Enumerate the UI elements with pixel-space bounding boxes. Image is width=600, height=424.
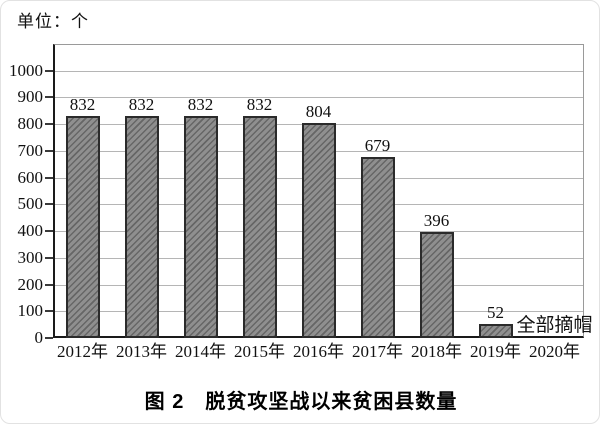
x-tick-label-2016年: 2016年 (293, 342, 344, 361)
x-tick-label-2015年: 2015年 (234, 342, 285, 361)
y-tick-label-100: 100 (17, 301, 44, 321)
bar-2013年 (124, 115, 159, 338)
y-tick-label-300: 300 (17, 247, 44, 267)
y-tick-label-900: 900 (17, 87, 44, 107)
y-tick-label-800: 800 (17, 114, 44, 134)
y-tick-label-700: 700 (17, 140, 44, 160)
x-tick-label-2014年: 2014年 (175, 342, 226, 361)
gridline-900 (55, 97, 583, 99)
y-tick-label-400: 400 (17, 221, 44, 241)
y-tick-mark-800 (45, 123, 53, 126)
bar-value-2012年: 832 (69, 94, 96, 114)
bar-value-2018年: 396 (423, 211, 450, 231)
x-tick-label-2012年: 2012年 (57, 342, 108, 361)
y-tick-mark-1000 (45, 69, 53, 72)
x-tick-label-2018年: 2018年 (411, 342, 462, 361)
unit-label: 单位：个 (17, 12, 89, 31)
y-tick-mark-900 (45, 96, 53, 99)
y-tick-mark-400 (45, 230, 53, 233)
bar-2015年 (242, 115, 277, 338)
annotation-label: 全部摘帽 (516, 315, 593, 336)
x-tick-label-2019年: 2019年 (470, 342, 521, 361)
bar-value-2016年: 804 (305, 102, 332, 122)
bar-value-2019年: 52 (487, 303, 504, 323)
y-tick-mark-100 (45, 310, 53, 313)
x-tick-label-2013年: 2013年 (116, 342, 167, 361)
x-tick-label-2017年: 2017年 (352, 342, 403, 361)
y-tick-label-0: 0 (34, 328, 44, 347)
y-tick-label-600: 600 (17, 167, 44, 187)
y-tick-mark-200 (45, 283, 53, 286)
bar-2014年 (183, 115, 218, 338)
y-tick-label-500: 500 (17, 194, 44, 214)
bar-value-2014年: 832 (187, 94, 214, 114)
y-tick-mark-0 (45, 337, 53, 339)
y-tick-mark-500 (45, 203, 53, 206)
gridline-1000 (55, 70, 583, 72)
bar-2016年 (301, 123, 336, 338)
bar-value-2015年: 832 (246, 94, 273, 114)
bar-2019年 (478, 324, 513, 338)
bar-2017年 (360, 156, 395, 338)
y-tick-label-1000: 1000 (9, 60, 43, 80)
x-tick-label-2020年: 2020年 (529, 342, 580, 361)
y-tick-label-200: 200 (17, 274, 44, 294)
y-tick-mark-600 (45, 176, 53, 179)
bar-value-2013年: 832 (128, 94, 155, 114)
bar-value-2017年: 679 (364, 135, 391, 155)
bar-2012年 (65, 115, 100, 338)
figure-caption: 图 2 脱贫攻坚战以来贫困县数量 (144, 391, 458, 413)
bar-2018年 (419, 232, 454, 338)
y-tick-mark-300 (45, 256, 53, 259)
y-tick-mark-700 (45, 149, 53, 152)
